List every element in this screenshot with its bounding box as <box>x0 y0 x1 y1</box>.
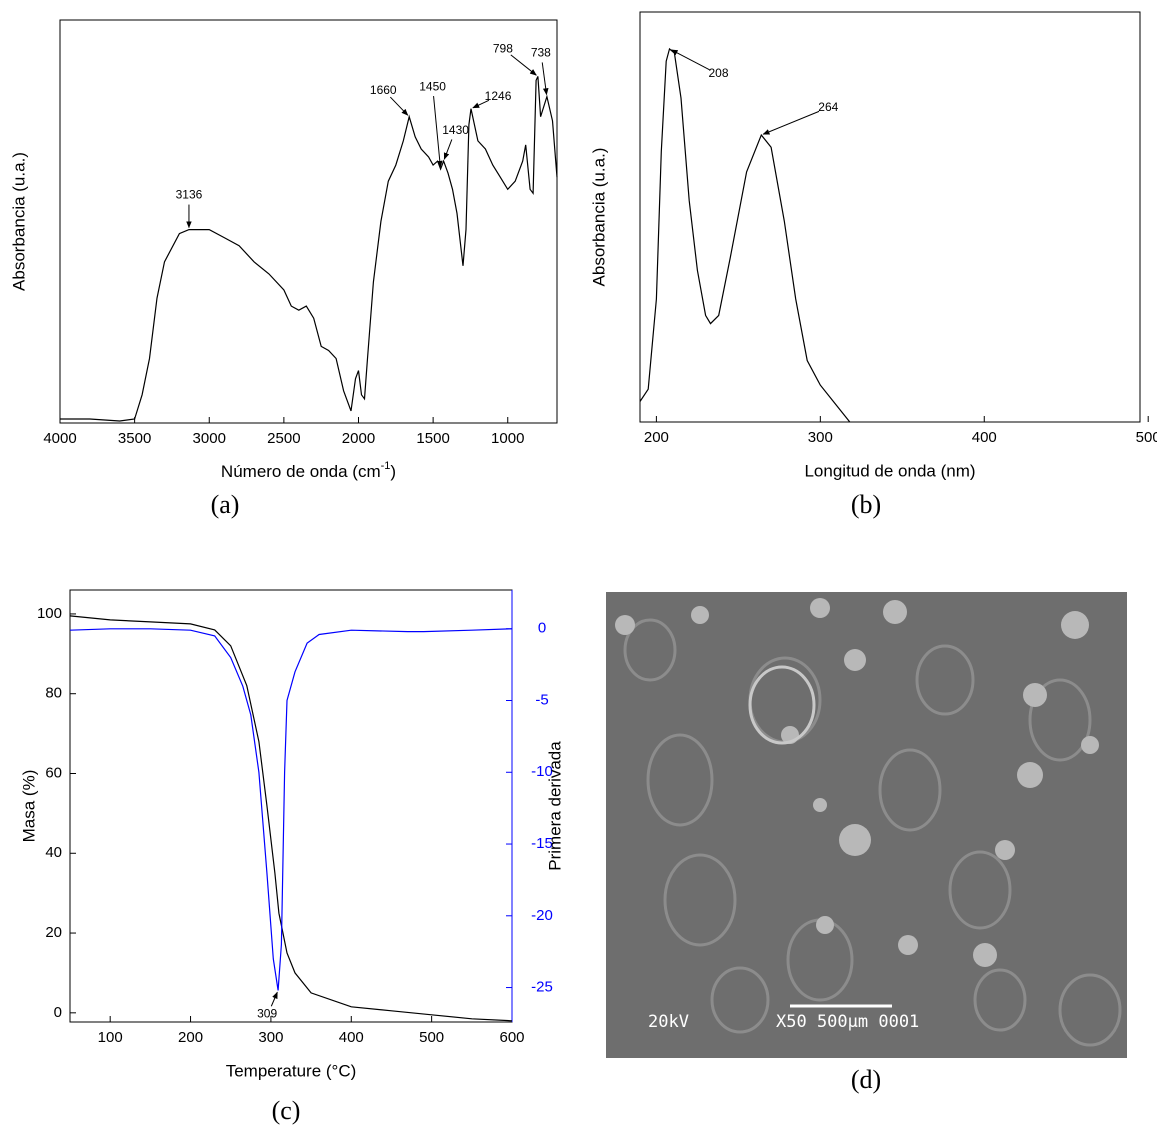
sem-image <box>606 592 1127 1058</box>
x-tick-label: 300 <box>258 1029 283 1046</box>
annotation-arrow <box>472 99 490 109</box>
y-tick-label: 20 <box>45 924 62 941</box>
annotation: 1246 <box>485 89 512 103</box>
x-axis-label-part: Número de onda (cm <box>221 462 381 481</box>
sem-voltage: 20kV <box>648 1012 689 1032</box>
caption: (d) <box>851 1065 881 1094</box>
x-tick-label: 100 <box>98 1029 123 1046</box>
y-tick-label: 100 <box>37 605 62 622</box>
y-axis-label: Absorbancia (u.a.) <box>589 148 608 287</box>
caption: (a) <box>211 490 240 519</box>
sem-info: X50 500μm 0001 <box>776 1012 919 1032</box>
annotation: 264 <box>818 100 838 114</box>
x-axis-label: Longitud de onda (nm) <box>804 461 975 480</box>
x-tick-label: 1000 <box>491 430 524 447</box>
annotation: 1430 <box>442 123 469 137</box>
annotation-arrow <box>762 110 820 135</box>
x-tick-label: 4000 <box>43 430 76 447</box>
x-tick-label: 200 <box>178 1029 203 1046</box>
y-tick-label: 60 <box>45 764 62 781</box>
annotation: 3136 <box>176 188 203 202</box>
annotation-arrow <box>510 54 537 76</box>
data-line <box>639 47 851 423</box>
x-axis-label: Temperature (°C) <box>226 1061 357 1080</box>
y2-tick-label: -20 <box>531 907 553 924</box>
plot-frame <box>69 589 513 1023</box>
annotation: 309 <box>257 1007 277 1021</box>
y2-tick-label: -25 <box>531 979 553 996</box>
annotation: 798 <box>493 42 513 56</box>
y2-tick-label: -5 <box>535 691 548 708</box>
annotation: 1450 <box>419 79 446 93</box>
x-tick-label: 600 <box>499 1029 524 1046</box>
y-axis-label: Absorbancia (u.a.) <box>9 152 28 291</box>
x-tick-label: 400 <box>339 1029 364 1046</box>
annotation: 738 <box>531 46 551 60</box>
plot-frame <box>639 11 1141 423</box>
caption: (c) <box>272 1096 301 1125</box>
x-axis-label-part: -1 <box>381 460 391 472</box>
x-tick-label: 300 <box>808 429 833 446</box>
x-axis-label-part: ) <box>390 462 396 481</box>
x-tick-label: 400 <box>972 429 997 446</box>
annotation: 208 <box>708 66 728 80</box>
annotation-arrow <box>433 96 443 168</box>
annotation-arrow <box>270 991 278 1007</box>
y-tick-label: 0 <box>54 1004 62 1021</box>
data-line <box>60 76 558 422</box>
x-tick-label: 3000 <box>193 430 226 447</box>
y2-tick-label: 0 <box>538 620 546 637</box>
y2-tick-label: -15 <box>531 835 553 852</box>
y2-tick-label: -10 <box>531 763 553 780</box>
y-tick-label: 80 <box>45 685 62 702</box>
x-tick-label: 500 <box>419 1029 444 1046</box>
data-line <box>69 628 513 991</box>
x-tick-label: 1500 <box>416 430 449 447</box>
x-tick-label: 200 <box>644 429 669 446</box>
plot-frame <box>59 19 558 424</box>
caption: (b) <box>851 490 881 519</box>
y-tick-label: 40 <box>45 844 62 861</box>
x-tick-label: 500 <box>1136 429 1157 446</box>
annotation: 1660 <box>370 83 397 97</box>
x-tick-label: 2000 <box>342 430 375 447</box>
x-axis-label: Número de onda (cm-1) <box>221 460 396 482</box>
y-axis-label: Masa (%) <box>19 770 38 843</box>
annotation-arrow <box>670 49 710 71</box>
x-tick-label: 3500 <box>118 430 151 447</box>
data-line <box>69 615 513 1022</box>
annotation-arrow <box>541 62 549 96</box>
x-tick-label: 2500 <box>267 430 300 447</box>
annotation-arrow <box>443 139 453 160</box>
annotation-arrow <box>389 96 409 116</box>
y2-axis-label: Primera derivada <box>545 741 564 871</box>
